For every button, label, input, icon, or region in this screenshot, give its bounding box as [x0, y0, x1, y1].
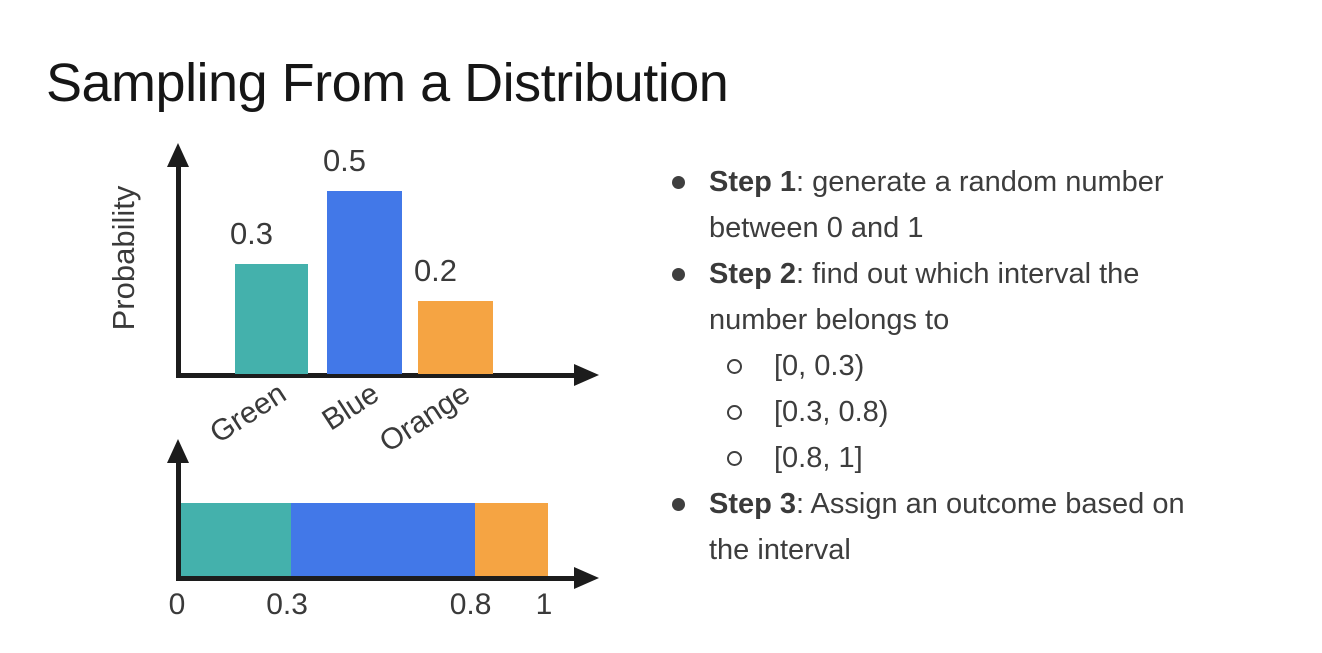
hollow-bullet-icon — [727, 451, 742, 466]
step-1-text: Step 1: generate a random number between… — [709, 159, 1164, 251]
step-2-text: Step 2: find out which interval the numb… — [709, 251, 1139, 343]
bar-blue — [327, 191, 402, 374]
interval-1-text: [0, 0.3) — [774, 350, 865, 382]
interval-3-text: [0.8, 1] — [774, 442, 863, 474]
steps-list: Step 1: generate a random number between… — [672, 159, 1292, 573]
bar-green — [235, 264, 308, 374]
step-3-line-2: the interval — [709, 534, 851, 566]
y-axis-line — [176, 164, 181, 376]
tick-label: 0 — [168, 588, 186, 621]
step-2-label: Step 2 — [709, 258, 797, 290]
bullet-icon — [672, 498, 685, 511]
list-item-interval-2: [0.3, 0.8) — [727, 389, 1292, 435]
list-item-interval-1: [0, 0.3) — [727, 343, 1292, 389]
y-axis-arrow-icon — [167, 439, 189, 463]
list-item-step-2: Step 2: find out which interval the numb… — [672, 251, 1292, 343]
bullet-icon — [672, 176, 685, 189]
interval-segment-orange — [474, 503, 548, 576]
bar-value-label: 0.3 — [229, 216, 274, 251]
step-3-label: Step 3 — [709, 488, 797, 520]
bar-value-label: 0.2 — [413, 253, 458, 288]
step-2-line-2: number belongs to — [709, 304, 950, 336]
interval-2-text: [0.3, 0.8) — [774, 396, 889, 428]
x-axis-arrow-icon — [574, 567, 599, 589]
step-2-line-1: : find out which interval the — [796, 258, 1140, 290]
tick-label: 0.3 — [266, 588, 308, 621]
step-1-line-1: : generate a random number — [796, 166, 1164, 198]
category-label-orange: Orange — [374, 376, 477, 459]
bar-orange — [418, 301, 493, 374]
x-axis-line — [176, 576, 576, 581]
step-1-line-2: between 0 and 1 — [709, 212, 924, 244]
hollow-bullet-icon — [727, 405, 742, 420]
tick-label: 0.8 — [449, 588, 492, 621]
list-item-step-1: Step 1: generate a random number between… — [672, 159, 1292, 251]
x-axis-arrow-icon — [574, 364, 599, 386]
page-title: Sampling From a Distribution — [46, 53, 729, 113]
interval-segment-green — [181, 503, 292, 576]
list-item-interval-3: [0.8, 1] — [727, 435, 1292, 481]
list-item-step-3: Step 3: Assign an outcome based on the i… — [672, 481, 1292, 573]
bullet-icon — [672, 268, 685, 281]
interval-segment-blue — [291, 503, 475, 576]
bar-value-label: 0.5 — [322, 143, 367, 178]
step-3-text: Step 3: Assign an outcome based on the i… — [709, 481, 1185, 573]
y-axis-line — [176, 460, 181, 579]
step-1-label: Step 1 — [709, 166, 797, 198]
tick-label: 1 — [535, 588, 553, 621]
y-axis-arrow-icon — [167, 143, 189, 167]
x-axis-line — [176, 373, 576, 378]
hollow-bullet-icon — [727, 359, 742, 374]
y-axis-label: Probability — [106, 185, 141, 331]
step-3-line-1: : Assign an outcome based on — [796, 488, 1185, 520]
category-label-green: Green — [204, 376, 293, 450]
